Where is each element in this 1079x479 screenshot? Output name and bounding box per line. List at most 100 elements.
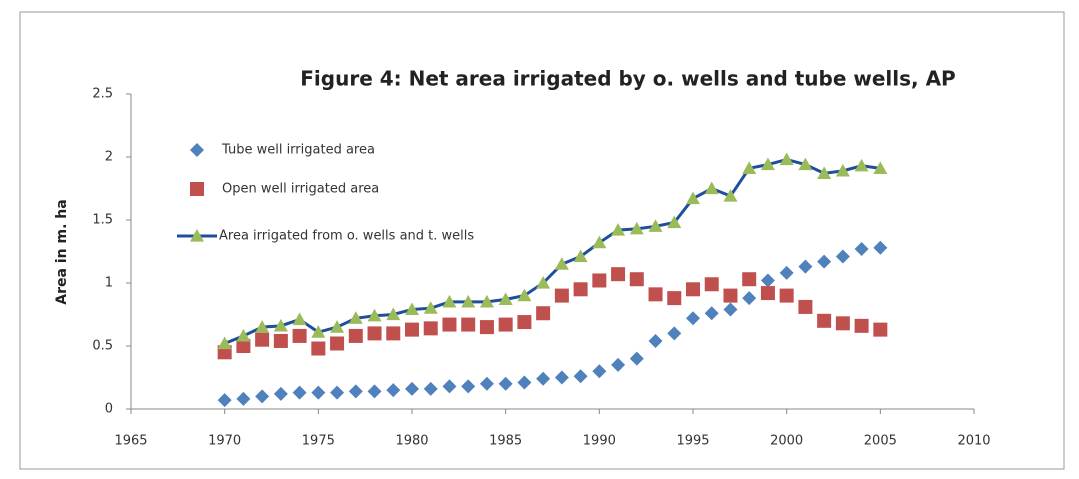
point [835,249,850,264]
point [817,166,832,179]
point [742,161,757,174]
point [873,322,888,337]
x-tick-label: 1985 [489,434,522,449]
point [817,254,832,269]
point [461,379,476,394]
point [386,307,401,321]
point [742,291,757,306]
point [592,273,607,288]
x-tick-label: 1980 [395,434,428,449]
legend-label: Area irrigated from o. wells and t. well… [219,229,474,244]
point [498,376,513,391]
point [854,158,869,172]
point [330,336,345,351]
y-tick-label: 0 [105,402,113,417]
point [386,383,401,398]
point [704,181,719,195]
point [330,320,345,333]
point [835,316,850,331]
point [311,341,326,356]
point [292,312,307,326]
point [798,259,813,274]
x-tick-label: 1990 [583,434,616,449]
point [573,369,588,384]
point [236,391,251,406]
point [723,189,738,202]
point [405,322,419,337]
point [629,351,644,366]
point [405,302,419,316]
point [629,272,644,287]
point [554,370,569,385]
point [479,320,494,335]
point [273,318,288,332]
point [217,336,232,350]
point [517,375,532,390]
point [798,299,813,314]
point [854,318,869,333]
chart-title: Figure 4: Net area irrigated by o. wells… [300,67,955,91]
point [536,306,551,321]
point [648,287,663,302]
point [760,157,775,171]
point [779,152,794,166]
point [442,294,457,308]
point [760,286,775,301]
point [667,326,682,341]
point [330,385,345,400]
point [835,163,850,177]
y-tick-label: 1.5 [92,213,113,228]
point [686,282,700,297]
point [423,301,438,314]
y-tick-label: 0.5 [92,339,113,354]
point [648,219,663,232]
point [779,265,794,280]
point [704,306,719,321]
point [554,288,569,303]
legend-label: Open well irrigated area [222,182,379,197]
legend-marker [190,143,204,157]
x-tick-label: 1965 [114,434,147,449]
point [554,257,569,270]
x-tick-label: 2010 [957,434,990,449]
point [817,313,832,328]
point [423,321,438,336]
point [517,288,532,302]
point [367,384,382,399]
point [405,381,419,396]
point [536,276,551,289]
y-tick-label: 2 [105,150,113,165]
point [236,328,251,342]
point [629,221,644,235]
legend-label: Tube well irrigated area [221,143,375,158]
point [273,386,288,401]
point [517,315,532,330]
x-tick-label: 2005 [864,434,897,449]
point [667,215,682,229]
point [723,302,738,317]
point [255,332,270,347]
point [479,376,494,391]
y-tick-label: 2.5 [92,87,113,102]
point [348,384,363,399]
point [461,317,476,332]
point [442,317,457,332]
point [536,371,551,386]
point [273,333,288,348]
point [348,311,363,324]
point [461,294,476,308]
x-tick-label: 1970 [208,434,241,449]
point [648,333,663,348]
point [760,273,775,288]
point [592,235,607,249]
point [292,328,307,343]
point [742,272,757,287]
point [292,385,307,400]
point [386,326,401,341]
point [311,385,326,400]
point [611,267,626,282]
point [217,393,232,408]
legend-marker [190,229,204,242]
x-tick-label: 1995 [676,434,709,449]
point [667,291,682,306]
